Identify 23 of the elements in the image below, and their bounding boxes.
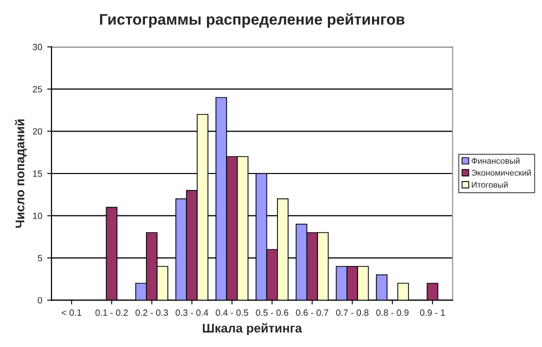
y-tick-label: 0 (38, 297, 42, 304)
y-tick-label: 10 (33, 212, 42, 220)
x-tick-label: 0.1 - 0.2 (95, 309, 128, 316)
x-tick-label: 0.7 - 0.8 (336, 309, 368, 316)
x-tick-label: 0.4 - 0.5 (216, 309, 248, 316)
legend-label: Экономический (472, 169, 531, 176)
legend-label: Итоговый (472, 181, 508, 188)
y-tick-label: 25 (32, 86, 42, 92)
y-axis-title: Число попаданий (14, 119, 27, 228)
y-tick-label: 30 (32, 44, 42, 50)
x-tick-label: 0.8 - 0.9 (376, 309, 409, 316)
x-tick-label: 0.6 - 0.7 (296, 309, 328, 316)
y-tick-label: 5 (38, 254, 42, 262)
y-tick-label: 15 (33, 170, 42, 177)
chart-title: Гистограммы распределение рейтингов (100, 13, 404, 28)
x-axis-title: Шкала рейтинга (202, 323, 302, 336)
x-tick-label: 0.9 - 1 (420, 309, 445, 316)
x-tick-label: 0.3 - 0.4 (176, 309, 208, 316)
x-tick-label: 0.2 - 0.3 (136, 309, 168, 316)
x-tick-label: 0.5 - 0.6 (256, 309, 288, 316)
y-tick-label: 20 (32, 128, 42, 135)
legend-label: Финансовый (472, 158, 520, 164)
x-tick-label: < 0.1 (62, 309, 82, 316)
